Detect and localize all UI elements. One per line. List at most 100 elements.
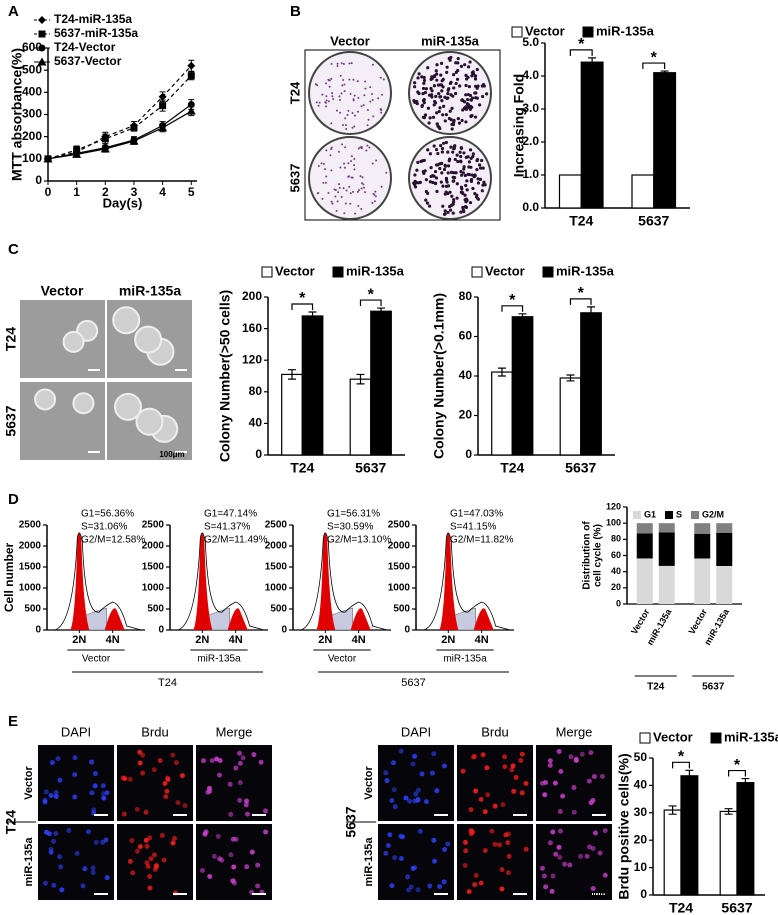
y-tick-label: 500 [270, 604, 287, 615]
colony [459, 160, 463, 164]
y-tick-label: 1500 [388, 562, 411, 573]
colony [333, 188, 336, 191]
x-tick-label: 2N [72, 634, 86, 646]
colony [362, 186, 365, 189]
colony [314, 83, 317, 86]
colony [377, 97, 380, 100]
label: T24 [287, 81, 302, 104]
nucleus [568, 754, 574, 760]
significance-mark: * [578, 36, 585, 53]
colony [427, 204, 432, 208]
nucleus [441, 879, 447, 885]
nucleus [553, 851, 559, 857]
colony [315, 101, 318, 104]
colony [369, 86, 372, 89]
label: miR-135a [23, 837, 35, 887]
colony [435, 78, 439, 82]
colony [458, 150, 462, 154]
colony [336, 65, 339, 68]
nucleus [485, 792, 491, 798]
significance-bracket [501, 305, 524, 312]
point [43, 154, 53, 163]
colony [459, 64, 464, 68]
colony [441, 77, 445, 81]
colony [439, 180, 443, 184]
colony [422, 171, 426, 176]
y-tick-label: 2500 [265, 520, 288, 531]
colony [432, 174, 436, 178]
nucleus [90, 865, 96, 871]
annotation: G2/M=13.10% [327, 535, 391, 546]
bar [511, 316, 534, 456]
sphere [113, 392, 142, 421]
legend-swatch [691, 511, 699, 519]
series-line [47, 104, 192, 160]
colony [446, 210, 450, 214]
nucleus [398, 856, 404, 862]
y-axis-label: Cell number [2, 543, 16, 613]
colony [349, 202, 352, 205]
sphere [112, 306, 141, 335]
colony [330, 122, 333, 125]
nucleus [590, 886, 596, 892]
colony [440, 99, 444, 103]
plate [308, 136, 392, 220]
nucleus [505, 831, 511, 837]
nucleus [558, 769, 564, 775]
colony [353, 125, 356, 128]
nucleus [140, 770, 146, 776]
colony [368, 146, 371, 149]
colony [357, 204, 360, 207]
error-bar [518, 313, 527, 321]
nucleus [228, 811, 234, 817]
nucleus [121, 811, 127, 817]
nucleus [431, 837, 437, 843]
nucleus [445, 841, 451, 847]
y-tick-label: 1500 [142, 562, 165, 573]
annotation: G1=56.31% [327, 509, 380, 520]
colony [385, 171, 388, 174]
y-tick-label: 3.0 [522, 101, 539, 115]
annotation: G2/M=11.82% [450, 535, 514, 546]
nucleus [163, 794, 169, 800]
nucleus [502, 754, 508, 760]
colony [427, 121, 431, 125]
colony [382, 78, 385, 81]
annotation: G2/M=11.49% [204, 535, 268, 546]
nucleus [48, 849, 54, 855]
colony [471, 155, 475, 159]
colony [435, 63, 439, 67]
nucleus [410, 761, 416, 767]
nucleus [230, 836, 236, 842]
nucleus [120, 775, 126, 781]
y-tick-label: 20 [634, 832, 648, 846]
nucleus [473, 872, 479, 878]
nucleus [473, 788, 479, 794]
g1-peak [439, 533, 459, 630]
annotation: S=41.15% [450, 522, 497, 533]
point [129, 136, 139, 145]
annotation: G2/M=12.58% [81, 535, 145, 546]
colony [452, 179, 456, 183]
nucleus [143, 809, 149, 815]
colony [332, 97, 335, 100]
nucleus [518, 757, 524, 763]
colony [464, 200, 468, 204]
nucleus [505, 870, 511, 876]
label: Vector [363, 765, 375, 799]
colony [348, 62, 351, 65]
colony [461, 207, 465, 212]
error-bar [724, 808, 733, 815]
y-axis-label: Colony Number(>50 cells) [217, 290, 233, 462]
label: Vector [330, 33, 370, 48]
legend-label: 5637-miR-135a [54, 26, 138, 40]
y-tick-label: 80 [459, 289, 473, 303]
colony [460, 98, 464, 102]
y-tick-label: 1000 [265, 583, 288, 594]
colony [467, 160, 472, 164]
nucleus [584, 853, 590, 859]
colony [432, 84, 437, 88]
legend-marker [38, 30, 46, 38]
colony [453, 157, 457, 162]
colony [343, 162, 346, 165]
